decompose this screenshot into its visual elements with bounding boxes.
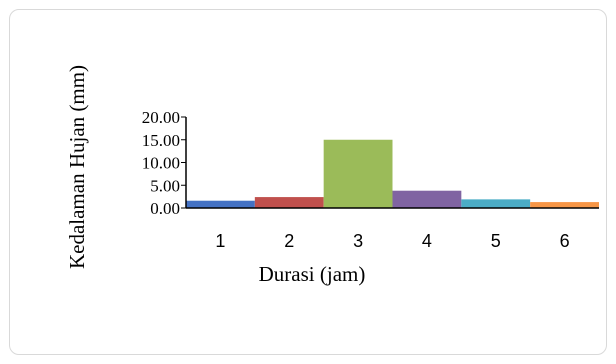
y-tick-label: 10.00 <box>142 154 180 173</box>
y-tick-label: 15.00 <box>142 131 180 150</box>
y-axis-label: Kedalaman Hujan (mm) <box>65 65 89 269</box>
bar-1 <box>186 200 255 208</box>
x-tick-label: 2 <box>284 231 294 251</box>
bars <box>186 139 599 208</box>
chart-frame <box>9 9 607 355</box>
bar-2 <box>254 197 324 208</box>
x-tick-label: 3 <box>353 231 363 251</box>
x-tick-label: 6 <box>560 231 570 251</box>
x-ticks: 1 2 3 4 5 6 <box>215 231 569 251</box>
x-tick-label: 4 <box>422 231 432 251</box>
bar-5 <box>461 199 531 208</box>
x-tick-label: 5 <box>491 231 501 251</box>
y-tick-label: 0.00 <box>150 199 180 218</box>
y-tick-label: 20.00 <box>142 108 180 127</box>
bar-6 <box>530 202 599 208</box>
bar-3 <box>323 139 393 208</box>
x-tick-label: 1 <box>215 231 225 251</box>
bar-4 <box>392 190 462 208</box>
y-tick-label: 5.00 <box>150 176 180 195</box>
y-ticks: 0.00 5.00 10.00 15.00 20.00 <box>142 108 186 218</box>
x-axis-label: Durasi (jam) <box>259 262 366 286</box>
